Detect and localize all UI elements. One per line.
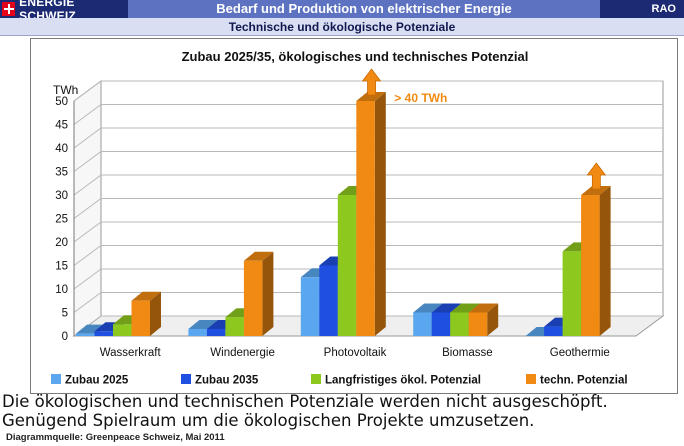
y-tick-label: 45	[55, 120, 68, 132]
x-tick-label: Photovoltaik	[324, 347, 387, 359]
y-tick-label: 30	[55, 190, 68, 202]
bar-techn-potenzial	[356, 101, 375, 336]
chart-title: Zubau 2025/35, ökologisches und technisc…	[182, 49, 529, 64]
bar-top	[131, 291, 161, 301]
bar-zubau-2035	[544, 326, 563, 336]
source-note: Diagrammquelle: Greenpeace Schweiz, Mai …	[6, 432, 225, 443]
bar-top	[450, 303, 480, 313]
y-tick-label: 20	[55, 237, 68, 249]
swiss-flag-icon	[2, 2, 16, 16]
up-arrow-icon	[361, 68, 382, 96]
caption-line-2: Genügend Spielraum um die ökologischen P…	[2, 411, 535, 430]
bar-zubau-2025	[188, 328, 207, 336]
bar-top	[243, 251, 274, 261]
y-tick-label: 40	[55, 143, 68, 155]
x-tick-label: Wasserkraft	[100, 347, 162, 359]
legend-swatch	[51, 374, 61, 384]
bar-zubau-2035	[319, 265, 338, 336]
bar-langfristiges-kol-potenzial	[562, 251, 582, 336]
bar-top	[468, 303, 499, 313]
bar-side	[487, 303, 499, 336]
bar-top	[581, 186, 611, 195]
caption: Die ökologischen und technischen Potenzi…	[2, 392, 682, 430]
bar-langfristiges-kol-potenzial	[450, 312, 469, 336]
bar-top	[188, 319, 218, 329]
y-tick-label: 15	[55, 261, 68, 273]
y-tick-label: 50	[55, 96, 68, 108]
x-tick-label: Biomasse	[442, 347, 493, 359]
bar-side	[262, 251, 274, 336]
bar-zubau-2035	[431, 312, 451, 336]
grid-line	[73, 151, 663, 172]
bar-zubau-2035	[206, 328, 226, 336]
y-tick-label: 35	[55, 167, 68, 179]
bar-zubau-2035	[94, 331, 113, 336]
legend-label: techn. Potenzial	[540, 375, 628, 387]
page-title: Bedarf und Produktion von elektrischer E…	[128, 0, 600, 18]
brand-block: ENERGIE SCHWEIZ	[0, 0, 128, 23]
caption-line-1: Die ökologischen und technischen Potenzi…	[2, 392, 608, 411]
legend-swatch	[526, 374, 536, 384]
bar-techn-potenzial	[131, 300, 150, 336]
grid-line	[73, 104, 663, 125]
bar-techn-potenzial	[581, 195, 600, 336]
legend-label: Zubau 2035	[195, 375, 259, 387]
bar-langfristiges-kol-potenzial	[225, 317, 244, 336]
bar-side	[599, 186, 611, 336]
y-tick-label: 25	[55, 214, 68, 226]
bar-zubau-2025	[413, 312, 432, 336]
legend-swatch	[181, 374, 191, 384]
y-axis-label: TWh	[53, 83, 78, 97]
bar-side	[150, 291, 161, 336]
x-tick-label: Geothermie	[550, 347, 610, 359]
annotation-label: > 40 TWh	[394, 91, 447, 105]
grid-line	[73, 127, 663, 149]
grid-line	[73, 292, 663, 313]
section-code: RAO	[651, 3, 676, 15]
legend-label: Zubau 2025	[65, 375, 129, 387]
x-tick-label: Windenergie	[210, 347, 275, 359]
bar-chart: Zubau 2025/35, ökologisches und technisc…	[51, 49, 665, 387]
y-tick-label: 0	[62, 331, 68, 343]
page-subtitle: Technische und ökologische Potenziale	[0, 18, 684, 36]
up-arrow-icon	[586, 162, 607, 190]
bar-top	[76, 324, 106, 334]
grid-line	[73, 198, 663, 219]
bar-langfristiges-kol-potenzial	[113, 324, 132, 336]
bar-zubau-2025	[76, 333, 95, 336]
y-tick-label: 5	[62, 308, 68, 320]
bar-zubau-2025	[300, 277, 320, 336]
grid-line	[73, 221, 663, 243]
grid-line	[73, 268, 663, 290]
grid-line	[73, 80, 663, 102]
bar-top	[431, 303, 462, 313]
bar-techn-potenzial	[468, 312, 488, 336]
bar-techn-potenzial	[243, 260, 263, 336]
grid-line	[73, 174, 663, 196]
bar-side	[374, 92, 386, 336]
legend-label: Langfristiges ökol. Potenzial	[325, 375, 481, 387]
bar-top	[413, 303, 443, 313]
bar-langfristiges-kol-potenzial	[337, 195, 357, 336]
legend-swatch	[311, 374, 321, 384]
bar-top	[356, 92, 386, 101]
grid-line	[73, 245, 663, 266]
chart-frame: Zubau 2025/35, ökologisches und technisc…	[30, 38, 678, 394]
y-tick-label: 10	[55, 284, 68, 296]
